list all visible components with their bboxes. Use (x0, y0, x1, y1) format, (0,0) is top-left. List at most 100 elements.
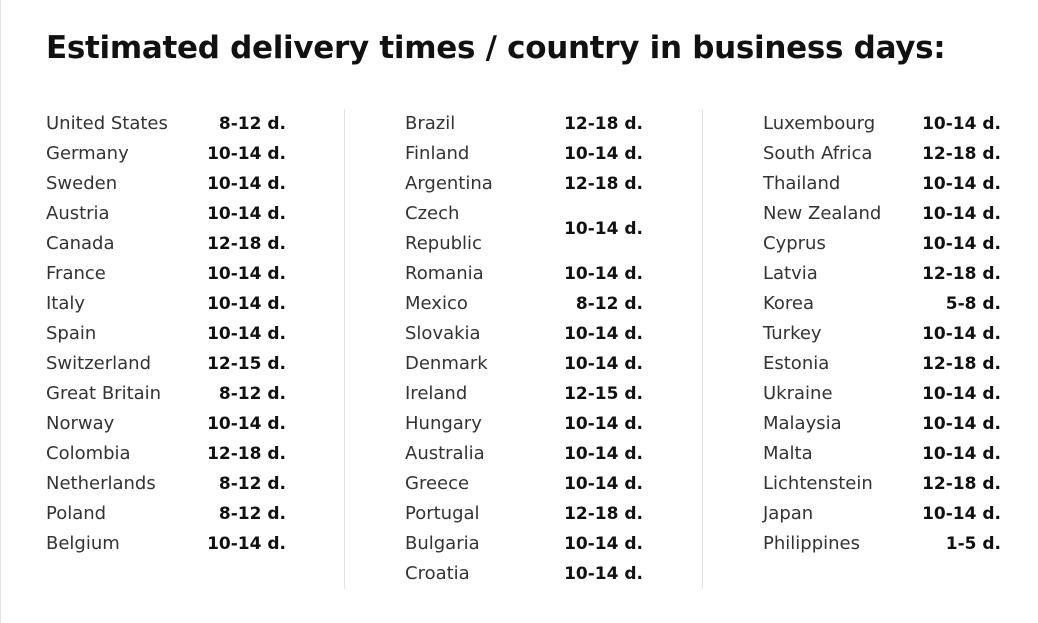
column-divider (702, 109, 703, 589)
column-divider (344, 109, 345, 589)
delivery-days: 10-14 d. (564, 219, 643, 239)
delivery-row: Ireland 12-15 d. (405, 379, 643, 409)
delivery-row: Latvia 12-18 d. (763, 259, 1001, 289)
delivery-days: 10-14 d. (207, 294, 286, 314)
delivery-days: 10-14 d. (564, 144, 643, 164)
delivery-days: 10-14 d. (207, 204, 286, 224)
delivery-days: 8-12 d. (218, 474, 286, 494)
delivery-days: 10-14 d. (922, 384, 1001, 404)
delivery-days: 10-14 d. (564, 324, 643, 344)
delivery-column-2: Brazil 12-18 d. Finland 10-14 d. Argentina… (405, 109, 643, 589)
delivery-row: Colombia 12-18 d. (46, 439, 286, 469)
delivery-column-3: Luxembourg 10-14 d. South Africa 12-18 d. … (763, 109, 1001, 559)
delivery-row: Netherlands 8-12 d. (46, 469, 286, 499)
delivery-row: Cyprus 10-14 d. (763, 229, 1001, 259)
delivery-row: Slovakia 10-14 d. (405, 319, 643, 349)
country-name: Croatia (405, 563, 470, 584)
delivery-days: 8-12 d. (218, 114, 286, 134)
country-name: Colombia (46, 443, 131, 464)
delivery-days: 10-14 d. (922, 324, 1001, 344)
delivery-row: Lichtenstein 12-18 d. (763, 469, 1001, 499)
country-name: South Africa (763, 143, 873, 164)
delivery-row: Romania 10-14 d. (405, 259, 643, 289)
delivery-row: New Zealand 10-14 d. (763, 199, 1001, 229)
delivery-row: Switzerland 12-15 d. (46, 349, 286, 379)
delivery-row: Luxembourg 10-14 d. (763, 109, 1001, 139)
delivery-days: 1-5 d. (945, 534, 1001, 554)
delivery-row: Czech Republic 10-14 d. (405, 199, 643, 259)
country-name: Germany (46, 143, 129, 164)
delivery-row: Argentina 12-18 d. (405, 169, 643, 199)
page-left-border (0, 0, 1, 623)
delivery-row: Poland 8-12 d. (46, 499, 286, 529)
country-name: Canada (46, 233, 115, 254)
country-name: Netherlands (46, 473, 156, 494)
country-name: Slovakia (405, 323, 481, 344)
delivery-row: Sweden 10-14 d. (46, 169, 286, 199)
country-name: Austria (46, 203, 110, 224)
delivery-days: 10-14 d. (564, 534, 643, 554)
delivery-days: 12-18 d. (564, 504, 643, 524)
country-name: Greece (405, 473, 470, 494)
delivery-row: Hungary 10-14 d. (405, 409, 643, 439)
delivery-row: Italy 10-14 d. (46, 289, 286, 319)
delivery-days: 12-18 d. (922, 474, 1001, 494)
delivery-row: South Africa 12-18 d. (763, 139, 1001, 169)
country-name: Portugal (405, 503, 480, 524)
delivery-row: Estonia 12-18 d. (763, 349, 1001, 379)
delivery-row: Canada 12-18 d. (46, 229, 286, 259)
country-name: New Zealand (763, 203, 882, 224)
country-name: Romania (405, 263, 484, 284)
country-name: Finland (405, 143, 470, 164)
delivery-days: 10-14 d. (564, 444, 643, 464)
delivery-days: 10-14 d. (207, 414, 286, 434)
country-name: Czech Republic (405, 203, 482, 254)
country-name: Ireland (405, 383, 468, 404)
country-name: Poland (46, 503, 107, 524)
country-name: Switzerland (46, 353, 151, 374)
country-name: Ukraine (763, 383, 833, 404)
country-name: United States (46, 113, 168, 134)
delivery-row: Great Britain 8-12 d. (46, 379, 286, 409)
country-name: Cyprus (763, 233, 826, 254)
country-name: Latvia (763, 263, 818, 284)
delivery-days: 10-14 d. (207, 264, 286, 284)
delivery-days: 12-15 d. (207, 354, 286, 374)
delivery-row: Spain 10-14 d. (46, 319, 286, 349)
country-name: France (46, 263, 106, 284)
delivery-days: 12-18 d. (564, 114, 643, 134)
country-name: Mexico (405, 293, 468, 314)
country-name: Belgium (46, 533, 120, 554)
delivery-days: 10-14 d. (922, 444, 1001, 464)
delivery-days: 12-15 d. (564, 384, 643, 404)
country-name: Lichtenstein (763, 473, 873, 494)
delivery-days: 10-14 d. (564, 264, 643, 284)
country-name: Thailand (763, 173, 841, 194)
country-name: Norway (46, 413, 115, 434)
delivery-days: 10-14 d. (207, 144, 286, 164)
delivery-row: Korea 5-8 d. (763, 289, 1001, 319)
country-name: Bulgaria (405, 533, 480, 554)
country-name: Denmark (405, 353, 488, 374)
country-name: Estonia (763, 353, 830, 374)
delivery-row: Portugal 12-18 d. (405, 499, 643, 529)
delivery-row: Germany 10-14 d. (46, 139, 286, 169)
delivery-row: Bulgaria 10-14 d. (405, 529, 643, 559)
delivery-column-1: United States 8-12 d. Germany 10-14 d. Swe… (46, 109, 286, 559)
delivery-row: Belgium 10-14 d. (46, 529, 286, 559)
country-name: Great Britain (46, 383, 162, 404)
delivery-days: 12-18 d. (922, 354, 1001, 374)
delivery-days: 10-14 d. (564, 564, 643, 584)
delivery-row: United States 8-12 d. (46, 109, 286, 139)
delivery-days: 10-14 d. (922, 234, 1001, 254)
delivery-days: 12-18 d. (922, 264, 1001, 284)
country-name: Spain (46, 323, 97, 344)
country-name: Malaysia (763, 413, 842, 434)
delivery-days: 5-8 d. (945, 294, 1001, 314)
country-name: Argentina (405, 173, 493, 194)
country-name: Turkey (763, 323, 822, 344)
delivery-row: Norway 10-14 d. (46, 409, 286, 439)
delivery-days: 10-14 d. (564, 474, 643, 494)
country-name: Malta (763, 443, 813, 464)
delivery-days: 12-18 d. (207, 444, 286, 464)
